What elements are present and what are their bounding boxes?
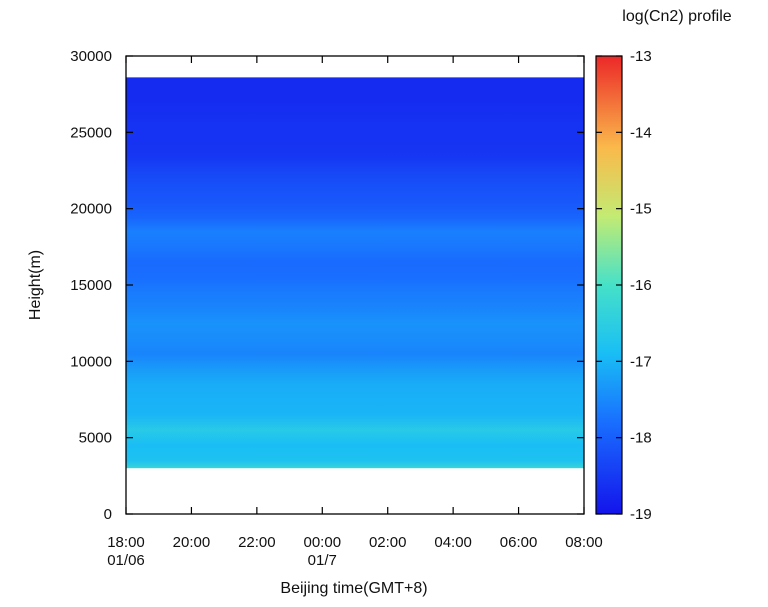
y-tick-label: 0 bbox=[104, 506, 112, 523]
x-axis-title: Beijing time(GMT+8) bbox=[280, 580, 427, 597]
axes: 0 5000 10000 15000 20000 25000 30000 18:0001/06… bbox=[70, 48, 602, 569]
colorbar-tick-label: -16 bbox=[630, 277, 652, 294]
heatmap-layer bbox=[126, 77, 584, 469]
x-tick-label: 08:00 bbox=[565, 534, 603, 551]
colorbar-tick-label: -17 bbox=[630, 353, 652, 370]
colorbar: -19 -18 -17 -16 -15 -14 -13 bbox=[595, 48, 652, 523]
colorbar-tick-label: -19 bbox=[630, 506, 652, 523]
colorbar-tick-label: -13 bbox=[630, 48, 652, 65]
x-tick-date-label: 01/06 bbox=[107, 552, 145, 569]
x-tick-label: 18:00 bbox=[107, 534, 145, 551]
x-tick-date-label: 01/7 bbox=[308, 552, 337, 569]
x-tick-label: 20:00 bbox=[173, 534, 211, 551]
x-tick-label: 06:00 bbox=[500, 534, 538, 551]
heatmap-field bbox=[126, 77, 584, 469]
x-tick-label: 04:00 bbox=[434, 534, 472, 551]
y-tick-label: 15000 bbox=[70, 277, 112, 294]
x-tick-label: 02:00 bbox=[369, 534, 407, 551]
y-tick-label: 10000 bbox=[70, 353, 112, 370]
colorbar-title: log(Cn2) profile bbox=[622, 8, 731, 25]
colorbar-tick-label: -14 bbox=[630, 124, 652, 141]
x-tick-label: 22:00 bbox=[238, 534, 276, 551]
y-tick-label: 5000 bbox=[79, 430, 112, 447]
colorbar-tick-label: -15 bbox=[630, 201, 652, 218]
x-tick-label: 00:00 bbox=[304, 534, 342, 551]
y-tick-label: 20000 bbox=[70, 201, 112, 218]
y-tick-label: 30000 bbox=[70, 48, 112, 65]
y-tick-label: 25000 bbox=[70, 124, 112, 141]
colorbar-tick-label: -18 bbox=[630, 430, 652, 447]
y-axis-title: Height(m) bbox=[27, 250, 44, 320]
